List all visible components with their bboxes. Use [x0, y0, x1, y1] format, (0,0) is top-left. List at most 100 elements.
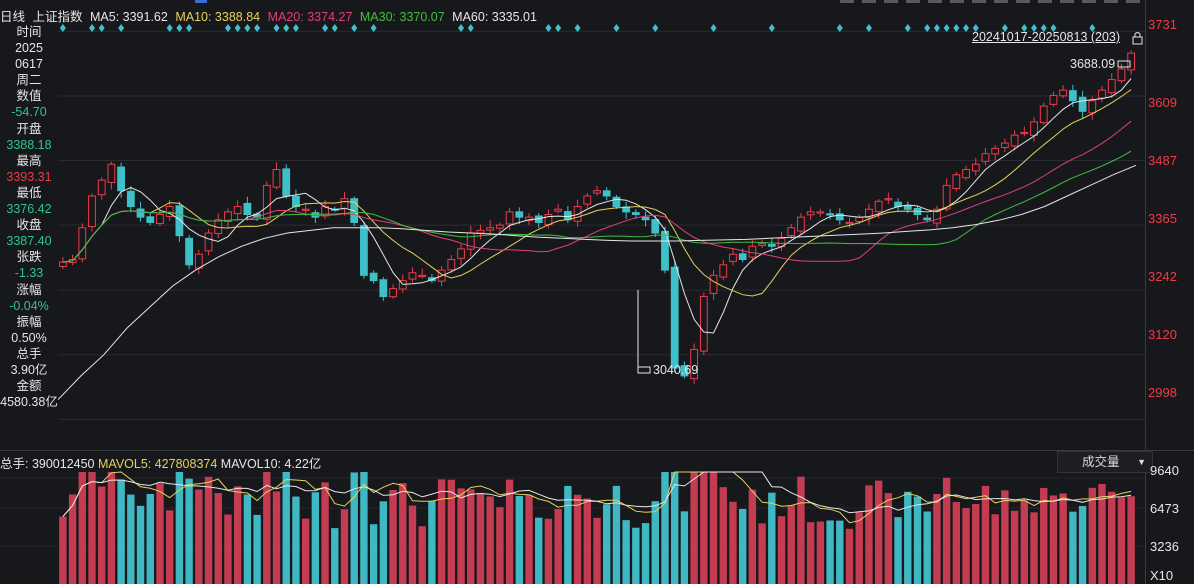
volume-bar	[981, 485, 990, 584]
hands-value: 3.90亿	[10, 362, 48, 377]
volume-bar	[952, 502, 961, 584]
signal-diamond-icon	[458, 24, 465, 32]
candle-body	[602, 190, 611, 197]
price-tick: 3609	[1148, 95, 1177, 110]
volume-bar	[573, 494, 582, 584]
candle-body	[816, 211, 825, 214]
volume-bar	[865, 485, 873, 584]
signal-diamond-icon	[953, 24, 960, 32]
chevron-down-icon: ▼	[1137, 457, 1146, 467]
volume-bar	[360, 472, 368, 584]
index-name: 上证指数	[32, 10, 83, 24]
candle-body	[1078, 96, 1087, 112]
signal-diamond-icon	[166, 24, 173, 32]
candle-body	[1088, 100, 1097, 114]
candle-body	[156, 214, 164, 225]
volume-bar	[447, 479, 456, 584]
candle-body	[301, 208, 310, 211]
signal-diamond-icon	[351, 24, 358, 32]
candle-body	[981, 153, 990, 162]
volume-bar	[175, 472, 184, 584]
low-mark-label: 3040.69	[653, 363, 699, 377]
candle-body	[408, 272, 417, 280]
lock-icon	[1132, 36, 1143, 45]
volume-bar	[826, 520, 834, 584]
volume-bar	[632, 527, 640, 584]
toolbar-tab	[1126, 0, 1140, 3]
weekday-value: 周二	[16, 73, 42, 88]
candle-body	[1020, 131, 1029, 135]
candle-body	[729, 253, 737, 262]
close-value: 3387.40	[6, 234, 52, 249]
hands-label: 总手	[16, 346, 42, 361]
candle-body	[612, 196, 621, 208]
volume-bar	[1030, 512, 1038, 584]
candle-body	[884, 198, 893, 201]
candle-body	[447, 258, 456, 271]
year-value: 2025	[15, 41, 43, 56]
volume-bar	[369, 524, 378, 584]
volume-bar	[768, 492, 776, 584]
candle-body	[758, 243, 766, 246]
indicator-select[interactable]: 成交量 ▼	[1057, 451, 1153, 473]
period-label[interactable]: 日线	[0, 10, 26, 24]
volume-bar	[224, 514, 232, 584]
volume-bar	[1020, 500, 1029, 584]
candle-body	[923, 217, 932, 221]
volume-bar	[505, 479, 514, 584]
candle-body	[136, 208, 145, 218]
volume-bar	[243, 494, 252, 584]
signal-diamond-icon	[224, 24, 231, 32]
volume-bar	[622, 520, 630, 584]
signal-diamond-icon	[254, 24, 261, 32]
candle-body	[680, 365, 689, 377]
volume-bar	[1010, 510, 1019, 584]
signal-diamond-icon	[1021, 24, 1028, 32]
candle-body	[942, 184, 951, 210]
signal-diamond-icon	[613, 24, 620, 32]
price-tick: 3487	[1148, 153, 1177, 168]
toolbar-tab	[840, 0, 854, 3]
toolbar-tab	[1038, 0, 1052, 3]
candle-body	[1068, 90, 1077, 102]
value-label: 数值	[16, 89, 42, 104]
candle-body	[845, 221, 854, 225]
candle-body	[1059, 89, 1068, 97]
candle-body	[826, 213, 834, 216]
candle-body	[806, 211, 815, 216]
open-value: 3388.18	[6, 137, 52, 152]
candle-body	[1107, 79, 1116, 94]
volume-bar	[214, 493, 222, 584]
volume-tick: 9640	[1150, 463, 1179, 478]
volume-bar	[661, 472, 669, 584]
ma30-value: MA30: 3370.07	[359, 10, 445, 24]
ma5-line	[62, 78, 1132, 334]
signal-diamond-icon	[924, 24, 931, 32]
volume-bar	[136, 505, 145, 584]
high-value: 3393.31	[6, 169, 52, 184]
candle-body	[126, 190, 135, 208]
candle-body	[282, 168, 291, 197]
toolbar-tab	[906, 0, 920, 3]
candle-body	[583, 195, 592, 205]
toolbar-tab	[928, 0, 942, 3]
volume-bar	[457, 488, 465, 584]
interval-range-label[interactable]: 20241017-20250813 (203)	[972, 30, 1121, 44]
volume-bar	[894, 517, 902, 584]
volume-tick: 6473	[1150, 501, 1179, 516]
volume-bar	[612, 485, 621, 584]
volume-bar	[467, 489, 475, 584]
candle-body	[952, 174, 961, 190]
mavol5-value: MAVOL5: 427808374	[98, 457, 218, 471]
candle-body	[554, 208, 563, 212]
candle-body	[651, 219, 660, 234]
volume-bar	[437, 479, 446, 584]
volume-bar	[1049, 495, 1058, 584]
candle-body	[690, 348, 699, 380]
volume-bar	[593, 517, 601, 584]
candle-body	[835, 213, 844, 221]
signal-diamond-icon	[1001, 24, 1008, 32]
low-mark-icon	[637, 366, 651, 374]
ma60-line	[57, 164, 1137, 401]
